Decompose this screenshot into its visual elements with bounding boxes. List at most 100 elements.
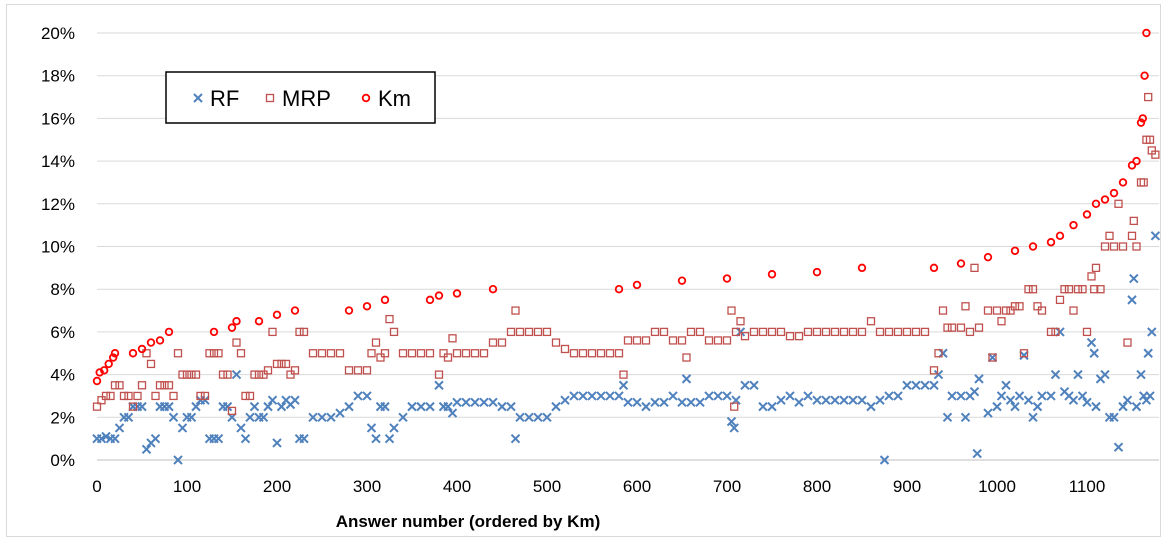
mrp-point: [1055, 295, 1065, 305]
rf-point: [1005, 395, 1016, 405]
rf-point: [384, 433, 395, 444]
mrp-point: [857, 327, 867, 337]
mrp-point: [1033, 302, 1042, 311]
mrp-point: [160, 381, 169, 390]
x-tick-label: 200: [263, 477, 291, 496]
km-point: [452, 289, 462, 298]
mrp-point: [277, 359, 286, 369]
mrp-point: [730, 402, 739, 411]
mrp-point: [713, 336, 723, 345]
mrp-point: [497, 338, 507, 347]
rf-point: [353, 391, 363, 401]
mrp-point: [1028, 285, 1038, 294]
km-point: [380, 295, 390, 305]
mrp-point: [286, 370, 295, 379]
mrp-point: [380, 349, 390, 358]
rf-point: [668, 391, 678, 401]
rf-point: [1150, 231, 1161, 241]
mrp-point: [866, 317, 876, 326]
km-point: [488, 285, 498, 294]
mrp-point: [938, 306, 948, 315]
mrp-point: [385, 314, 394, 324]
km-point: [857, 263, 867, 273]
mrp-point: [263, 366, 273, 375]
rf-point: [920, 380, 930, 390]
mrp-point: [511, 306, 520, 315]
mrp-point: [268, 327, 277, 337]
rf-point: [236, 423, 246, 433]
km-point: [614, 285, 624, 294]
legend-marker-rf: [193, 93, 203, 103]
km-point: [1091, 199, 1101, 208]
mrp-point: [920, 327, 930, 337]
mrp-point: [911, 327, 921, 337]
x-tick-label: 1000: [978, 477, 1016, 496]
rf-point: [681, 374, 692, 384]
rf-point: [758, 401, 768, 412]
rf-point: [713, 391, 723, 401]
rf-point: [542, 412, 552, 423]
km-point: [1140, 71, 1149, 80]
rf-point: [1050, 369, 1061, 380]
mrp-point: [232, 338, 241, 347]
mrp-point: [308, 349, 318, 358]
km-point: [425, 295, 435, 305]
mrp-point: [974, 323, 984, 332]
rf-point: [618, 380, 629, 390]
rf-point: [830, 395, 840, 405]
rf-point: [222, 401, 233, 412]
mrp-point: [650, 327, 660, 337]
rf-point: [785, 391, 795, 401]
rf-point: [587, 391, 597, 401]
km-point: [1109, 188, 1119, 198]
legend-label-km: Km: [378, 86, 411, 111]
rf-point: [569, 391, 579, 401]
mrp-point: [461, 349, 471, 358]
mrp-point: [542, 327, 552, 337]
mrp-point: [902, 327, 912, 337]
rf-point: [380, 401, 390, 412]
mrp-point: [758, 327, 768, 337]
rf-point: [425, 401, 435, 412]
mrp-point: [686, 327, 696, 337]
rf-point: [578, 391, 588, 401]
km-point: [95, 368, 104, 377]
mrp-point: [659, 327, 669, 337]
mrp-point: [425, 349, 435, 358]
rf-point: [749, 380, 759, 390]
rf-point: [452, 397, 462, 408]
rf-point: [366, 423, 377, 433]
rf-point: [996, 391, 1007, 401]
mrp-point: [227, 406, 237, 416]
y-tick-label: 8%: [50, 280, 75, 299]
rf-point: [560, 395, 570, 405]
mrp-point: [1109, 242, 1119, 251]
x-tick-label: 100: [173, 477, 201, 496]
rf-point: [677, 397, 687, 408]
mrp-point: [1096, 285, 1105, 294]
rf-point: [875, 395, 885, 405]
km-point: [1069, 220, 1078, 230]
rf-point: [879, 455, 890, 465]
mrp-point: [830, 327, 840, 337]
km-point: [1142, 28, 1151, 38]
rf-point: [551, 401, 561, 412]
rf-point: [623, 397, 633, 408]
mrp-point: [151, 391, 160, 401]
mrp-point: [106, 391, 115, 401]
rf-point: [488, 397, 498, 408]
rf-point: [1118, 401, 1128, 412]
rf-point: [479, 397, 489, 408]
mrp-point: [488, 338, 498, 347]
mrp-point: [983, 306, 993, 315]
mrp-point: [205, 349, 214, 358]
mrp-point: [695, 327, 705, 337]
rf-point: [821, 395, 831, 405]
mrp-point: [884, 327, 894, 337]
mrp-point: [218, 370, 228, 379]
rf-point: [407, 401, 417, 412]
mrp-point: [1144, 92, 1153, 102]
km-point: [1100, 195, 1110, 204]
mrp-point: [848, 327, 858, 337]
mrp-point: [785, 332, 795, 341]
